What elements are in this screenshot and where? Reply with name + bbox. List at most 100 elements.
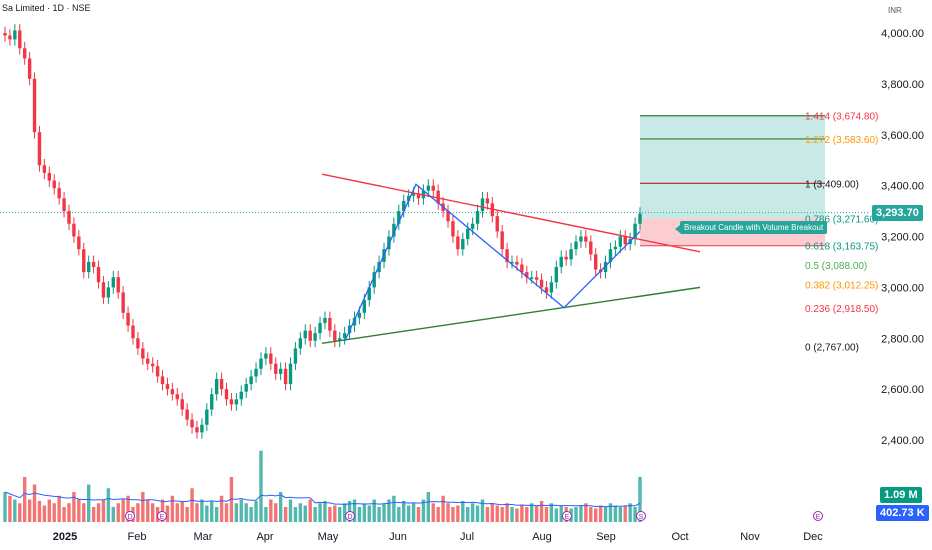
candle-body <box>466 228 470 240</box>
volume-bar <box>466 507 470 522</box>
candle-body <box>451 221 455 237</box>
volume-bar <box>200 499 204 522</box>
candle-body <box>293 348 298 364</box>
candle-body <box>249 376 253 385</box>
volume-bar <box>397 507 401 522</box>
candle-body <box>372 272 376 288</box>
volume-bar <box>426 492 431 522</box>
volume-bar <box>111 507 115 522</box>
volume-bar <box>91 507 96 522</box>
volume-bar <box>150 503 155 522</box>
event-marker <box>636 511 646 521</box>
event-marker-label: S <box>639 514 644 521</box>
volume-bar <box>530 503 534 522</box>
volume-bar <box>480 499 485 522</box>
candle-body <box>318 322 322 334</box>
candle-body <box>584 236 588 242</box>
volume-bar <box>308 499 312 522</box>
volume-bar <box>269 499 273 522</box>
support-trendline <box>321 286 701 345</box>
volume-bar <box>579 505 583 522</box>
candle-body <box>86 261 91 273</box>
avg-volume-line <box>4 491 641 508</box>
volume-bar <box>505 503 509 522</box>
candle-body <box>589 241 593 255</box>
volume-bar <box>411 503 416 522</box>
y-tick-label: 3,000.00 <box>881 282 924 294</box>
candle-body <box>313 333 317 341</box>
volume-bar <box>352 499 357 522</box>
volume-badge: 1.09 M <box>880 487 922 503</box>
volume-bar <box>421 499 426 522</box>
event-marker <box>562 511 572 521</box>
candle-body <box>525 272 529 278</box>
candle-body <box>116 277 120 293</box>
volume-bar <box>441 495 445 522</box>
volume-bar <box>554 508 559 522</box>
volume-bar <box>8 495 12 522</box>
volume-bar <box>264 507 268 522</box>
candle-body <box>515 261 519 265</box>
candle-body <box>603 261 608 273</box>
candle-body <box>367 287 371 301</box>
candle-body <box>47 172 52 181</box>
volume-bar <box>27 499 32 522</box>
volume-bar <box>333 505 337 522</box>
candle-body <box>534 277 539 280</box>
candle-body <box>82 249 86 273</box>
volume-bar <box>495 505 499 522</box>
volume-bar <box>406 505 411 522</box>
volume-bar <box>13 499 17 522</box>
fib-level-label: 1.272 (3,583.60) <box>805 135 878 146</box>
volume-bar <box>278 492 283 522</box>
volume-bar <box>313 507 317 522</box>
candle-body <box>338 338 342 341</box>
x-tick-label: Dec <box>803 531 823 543</box>
candle-body <box>288 363 293 385</box>
volume-bar <box>475 505 480 522</box>
volume-bar <box>205 505 209 522</box>
resistance-trendline <box>321 173 701 253</box>
avg-volume-badge: 402.73 K <box>876 505 929 521</box>
volume-bar <box>446 503 450 522</box>
volume-bar <box>195 503 199 522</box>
volume-bar <box>515 508 519 522</box>
candle-body <box>328 317 332 331</box>
volume-bar <box>170 495 175 522</box>
candle-body <box>175 394 179 400</box>
event-marker-label: E <box>816 514 821 521</box>
candle-body <box>37 132 42 166</box>
volume-bar <box>461 501 465 522</box>
candle-body <box>579 236 583 242</box>
candle-body <box>446 211 450 222</box>
candle-body <box>72 223 76 237</box>
pattern-path <box>344 183 641 342</box>
candle-body <box>539 279 544 288</box>
volume-bar <box>57 495 61 522</box>
candle-body <box>470 223 475 229</box>
candle-body <box>8 35 12 40</box>
fib-level-label: 0.236 (2,918.50) <box>805 304 878 315</box>
x-tick-label: Apr <box>256 531 273 543</box>
volume-bar <box>490 503 495 522</box>
volume-bar <box>32 484 37 522</box>
volume-bar <box>259 450 263 522</box>
candle-body <box>91 261 96 268</box>
candle-body <box>520 264 524 273</box>
y-tick-label: 3,400.00 <box>881 181 924 193</box>
fib-level-label: 0 (2,767.00) <box>805 343 859 354</box>
volume-bar <box>559 505 563 522</box>
volume-bar <box>239 499 243 522</box>
volume-bar <box>416 507 421 522</box>
candle-body <box>485 198 490 204</box>
volume-bar <box>214 507 219 522</box>
candle-body <box>392 223 396 237</box>
volume-bar <box>101 499 106 522</box>
candle-body <box>165 384 170 390</box>
candle-body <box>505 249 509 262</box>
volume-bar <box>544 507 549 522</box>
volume-bar <box>52 503 56 522</box>
volume-bar <box>244 503 248 522</box>
chart-title: Sa Limited · 1D · NSE <box>2 3 91 13</box>
